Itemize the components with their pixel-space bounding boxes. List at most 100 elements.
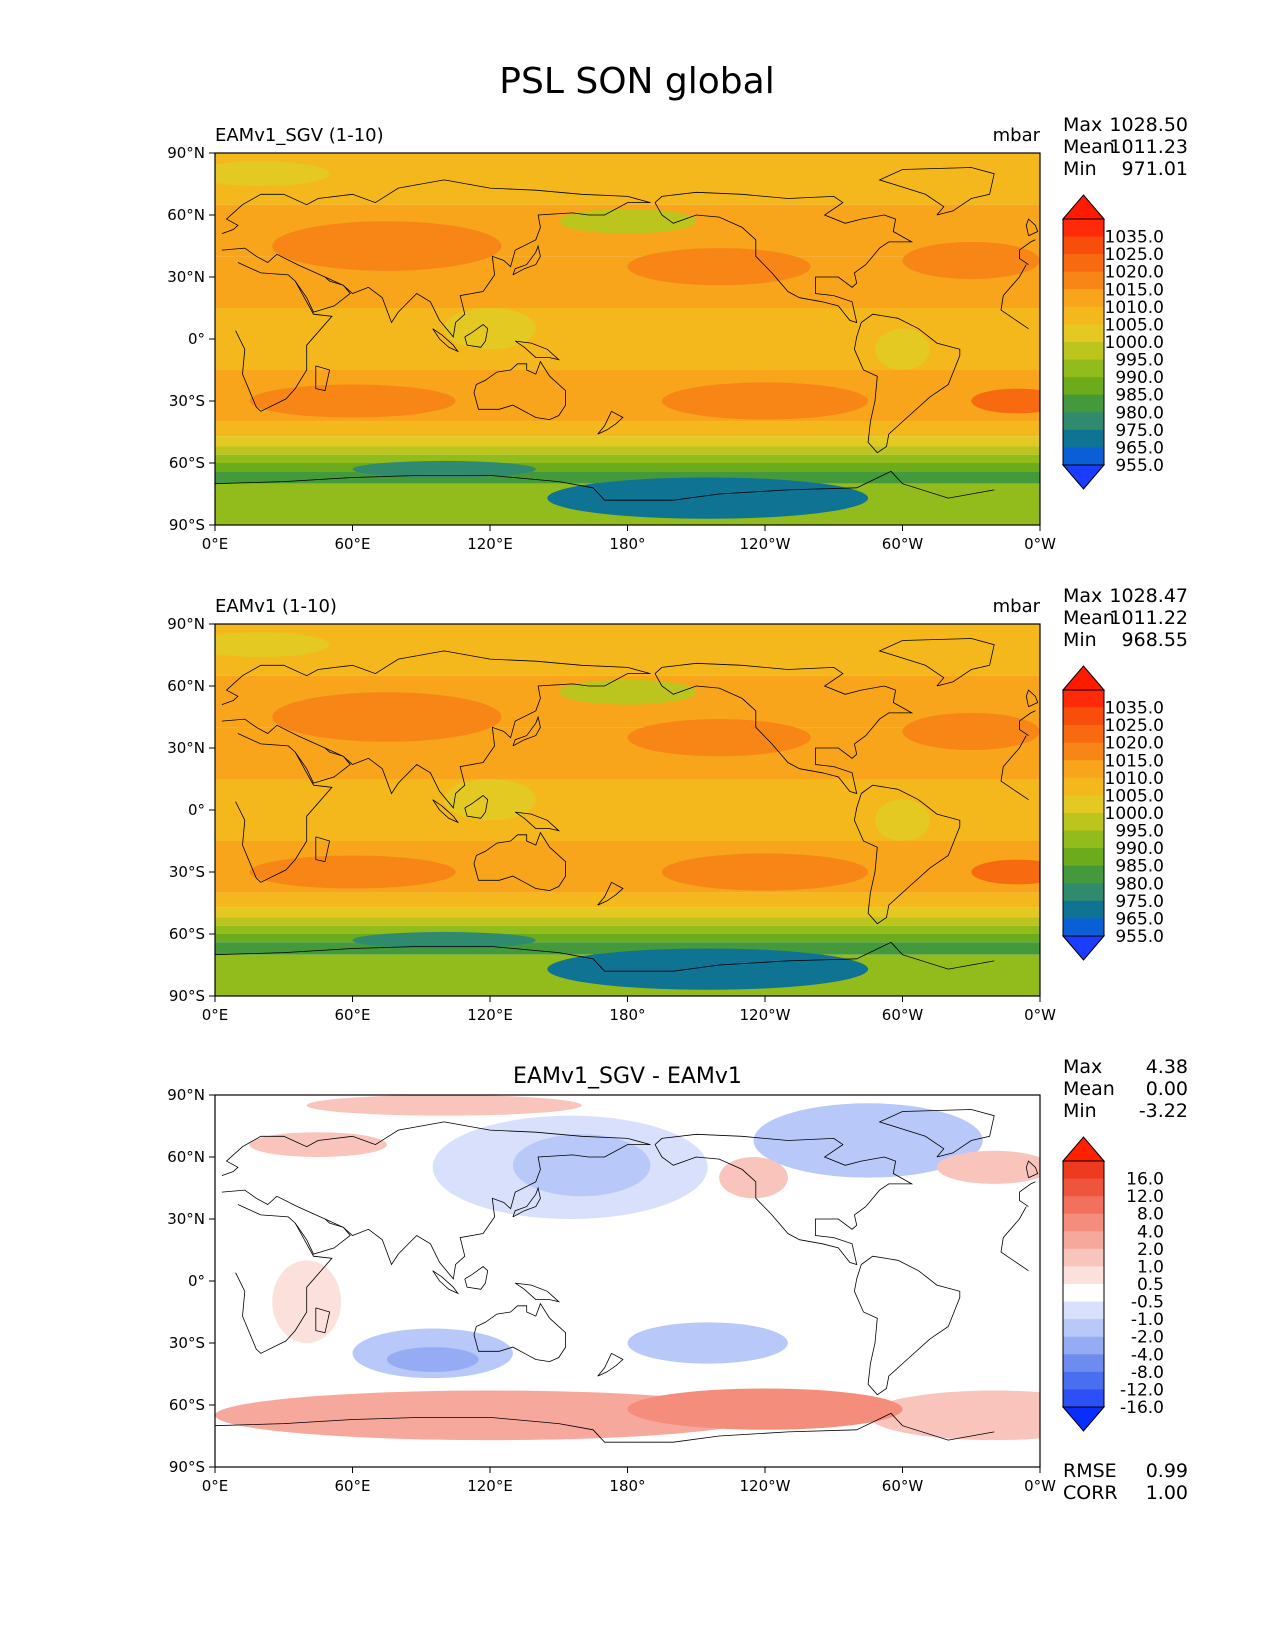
colorbar-frame: [1062, 689, 1105, 937]
colorbar-label: 16.0: [1126, 1170, 1164, 1190]
lon-tick-label: 0°E: [202, 1477, 229, 1495]
lon-tick-label: 180°: [609, 1006, 645, 1024]
colorbar-frame: [1062, 218, 1105, 466]
contour-region: [249, 855, 456, 889]
colorbar-segment: [1063, 1371, 1104, 1390]
contour-region: [875, 328, 930, 371]
colorbar-segment: [1063, 236, 1104, 255]
colorbar-segment: [1063, 900, 1104, 919]
stat-value-max: 4.38: [1146, 1056, 1188, 1078]
contour-region: [249, 1132, 387, 1157]
coastline: [878, 167, 995, 216]
panel-title-center: EAMv1_SGV - EAMv1: [513, 1064, 742, 1089]
contour-band: [215, 934, 1040, 943]
colorbar-frame: [1062, 1160, 1105, 1408]
colorbar-segment: [1063, 690, 1104, 709]
colorbar-segment: [1063, 777, 1104, 796]
colorbar-label: 980.0: [1115, 403, 1164, 423]
stat-value-min: -3.22: [1139, 1100, 1188, 1122]
lon-tick-label: 60°E: [334, 535, 370, 553]
lat-tick-label: 30°S: [169, 1334, 205, 1352]
stat-value-mean: 1011.22: [1109, 607, 1188, 629]
colorbar-segment: [1063, 1196, 1104, 1215]
lon-tick-label: 0°E: [202, 1006, 229, 1024]
colorbar-label: 985.0: [1115, 857, 1164, 877]
colorbar-segment: [1063, 1266, 1104, 1285]
colorbar-label: 8.0: [1137, 1205, 1164, 1225]
lat-tick-label: 60°S: [169, 1396, 205, 1414]
contour-band: [215, 454, 1040, 463]
colorbar-segment: [1063, 271, 1104, 290]
colorbar-segment: [1063, 377, 1104, 396]
colorbar-extend-max: [1061, 1136, 1106, 1162]
stat-label-mean: Mean: [1063, 1078, 1115, 1100]
coastline: [235, 733, 1029, 883]
stat-value-rmse: 0.99: [1146, 1460, 1188, 1482]
lon-tick-label: 60°W: [882, 1477, 924, 1495]
lon-tick-label: 0°W: [1024, 535, 1056, 553]
contour-region: [272, 692, 502, 742]
contour-region: [215, 632, 330, 658]
coastline: [294, 1218, 351, 1255]
coastline: [315, 836, 331, 863]
colorbar-label: 985.0: [1115, 386, 1164, 406]
contour-region: [902, 241, 1040, 280]
coastline: [221, 1121, 1036, 1280]
coastline: [1025, 1160, 1039, 1179]
contour-region: [719, 1157, 788, 1199]
colorbar-segment: [1063, 865, 1104, 884]
colorbar-label: -4.0: [1131, 1345, 1164, 1365]
lon-tick-label: 180°: [609, 1477, 645, 1495]
coastline: [294, 747, 351, 784]
coastline: [294, 276, 351, 313]
colorbar-segment: [1063, 1178, 1104, 1197]
coastline: [597, 410, 624, 435]
contour-band: [215, 624, 1040, 676]
colorbar-label: 995.0: [1115, 822, 1164, 842]
coastline: [473, 1302, 566, 1363]
colorbar-label: 12.0: [1126, 1187, 1164, 1207]
coastline: [464, 323, 489, 348]
coastline: [1025, 218, 1039, 237]
colorbar-extend-min: [1061, 935, 1106, 961]
colorbar-label: 2.0: [1137, 1240, 1164, 1260]
contour-region: [936, 1150, 1040, 1184]
colorbar-extend-max: [1061, 665, 1106, 691]
panel-title-left: EAMv1 (1-10): [215, 596, 337, 617]
stat-label-max: Max: [1063, 585, 1102, 607]
coastline: [512, 1186, 541, 1218]
colorbar-label: -12.0: [1120, 1380, 1164, 1400]
colorbar-label: 975.0: [1115, 892, 1164, 912]
colorbar-extend-min: [1061, 1406, 1106, 1432]
lat-tick-label: 30°S: [169, 863, 205, 881]
colorbar-label: 955.0: [1115, 927, 1164, 947]
contour-region: [215, 1390, 765, 1441]
panel-title-left: EAMv1_SGV (1-10): [215, 125, 384, 146]
lat-tick-label: 90°N: [167, 144, 205, 162]
colorbar-label: 995.0: [1115, 351, 1164, 371]
colorbar-label: 1010.0: [1105, 769, 1164, 789]
coastline: [432, 799, 460, 824]
contour-region: [547, 948, 869, 990]
colorbar-extend-min: [1061, 464, 1106, 490]
contour-region: [558, 679, 697, 705]
lat-tick-label: 0°: [188, 1272, 205, 1290]
colorbar-label: 990.0: [1115, 368, 1164, 388]
panel-units: mbar: [993, 596, 1041, 617]
stat-label-corr: CORR: [1063, 1482, 1118, 1504]
colorbar-label: 0.5: [1137, 1275, 1164, 1295]
map-ref: [215, 624, 1040, 996]
lat-tick-label: 90°S: [169, 987, 205, 1005]
contour-band: [215, 446, 1040, 455]
coastline: [235, 1204, 1029, 1354]
stat-value-min: 971.01: [1122, 158, 1188, 180]
contour-region: [444, 308, 536, 350]
colorbar-segment: [1063, 412, 1104, 431]
colorbar-label: 1005.0: [1105, 786, 1164, 806]
lon-tick-label: 180°: [609, 535, 645, 553]
colorbar-segment: [1063, 1336, 1104, 1355]
colorbar-label: 1020.0: [1105, 734, 1164, 754]
stat-label-rmse: RMSE: [1063, 1460, 1117, 1482]
colorbar-label: 1010.0: [1105, 298, 1164, 318]
